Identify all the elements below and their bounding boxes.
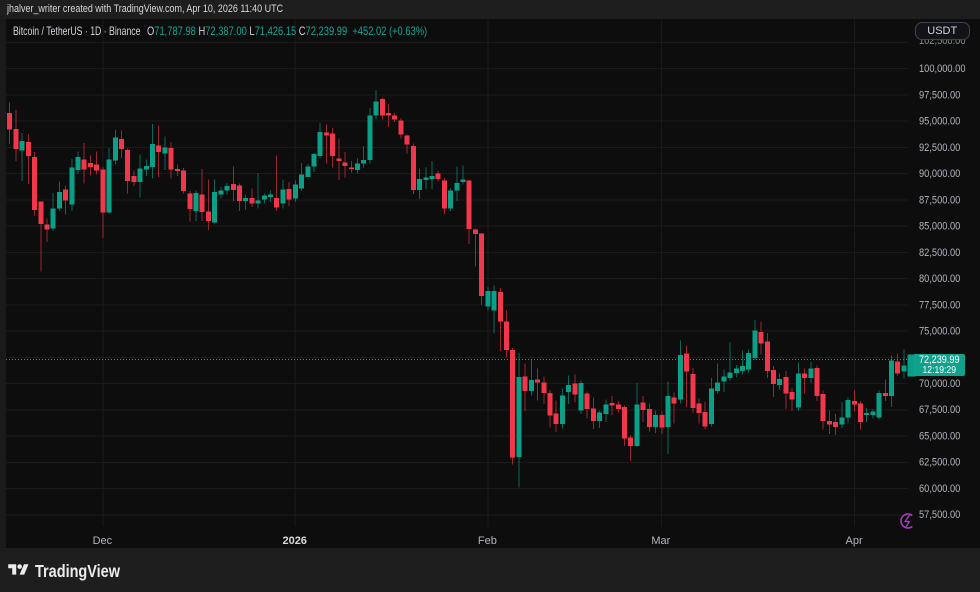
- svg-text:65,000.00: 65,000.00: [919, 431, 960, 443]
- svg-text:77,500.00: 77,500.00: [919, 299, 960, 311]
- svg-text:70,000.00: 70,000.00: [919, 378, 960, 390]
- svg-text:82,500.00: 82,500.00: [919, 247, 960, 259]
- svg-text:57,500.00: 57,500.00: [919, 509, 960, 521]
- svg-text:92,500.00: 92,500.00: [919, 142, 960, 154]
- svg-text:95,000.00: 95,000.00: [919, 116, 960, 128]
- svg-text:87,500.00: 87,500.00: [919, 194, 960, 206]
- svg-text:100,000.00: 100,000.00: [919, 63, 966, 75]
- svg-text:60,000.00: 60,000.00: [919, 483, 960, 495]
- svg-text:Mar: Mar: [651, 535, 670, 547]
- svg-text:85,000.00: 85,000.00: [919, 221, 960, 233]
- svg-text:Apr: Apr: [846, 535, 863, 547]
- svg-text:62,500.00: 62,500.00: [919, 457, 960, 469]
- svg-text:67,500.00: 67,500.00: [919, 404, 960, 416]
- svg-text:75,000.00: 75,000.00: [919, 326, 960, 338]
- svg-text:80,000.00: 80,000.00: [919, 273, 960, 285]
- svg-text:97,500.00: 97,500.00: [919, 89, 960, 101]
- svg-text:2026: 2026: [282, 535, 306, 547]
- svg-text:Feb: Feb: [478, 535, 497, 547]
- svg-text:Dec: Dec: [93, 535, 113, 547]
- svg-text:90,000.00: 90,000.00: [919, 168, 960, 180]
